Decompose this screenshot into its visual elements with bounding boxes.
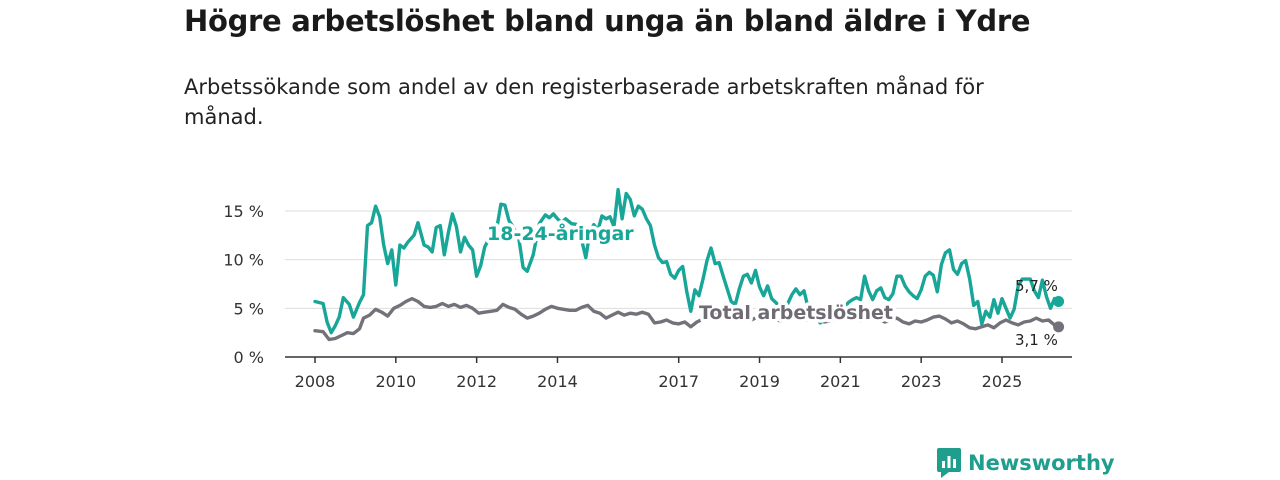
series-label-youth-halo: 18-24-åringar: [487, 221, 634, 245]
endpoint-marker-total: [1053, 321, 1065, 333]
chart-subtitle: Arbetssökande som andel av den registerb…: [184, 75, 984, 129]
x-tick-label: 2010: [375, 372, 416, 391]
y-tick-label: 0 %: [234, 348, 264, 367]
line-chart: 0 % 5 % 10 % 15 % 2008 2010 2012 2014 2017 2019 20…: [223, 187, 1072, 391]
y-tick-label: 15 %: [223, 202, 264, 221]
bar-chart-speech-bubble-icon: [937, 448, 961, 478]
x-tick-label: 2019: [739, 372, 780, 391]
x-tick-label: 2012: [456, 372, 497, 391]
series-label-youth: 18-24-åringar: [487, 221, 634, 245]
end-value-youth: 5,7 %: [1015, 277, 1058, 295]
x-tick-label: 2014: [537, 372, 578, 391]
series-line-youth: [313, 187, 1061, 335]
series-label-total: Total arbetslöshet: [699, 302, 893, 324]
brand-name: Newsworthy: [968, 451, 1115, 475]
chart-title: Högre arbetslöshet bland unga än bland ä…: [184, 4, 1031, 38]
y-tick-label: 5 %: [234, 299, 264, 318]
series-label-total-halo: Total arbetslöshet: [699, 302, 893, 324]
y-tick-label: 10 %: [223, 251, 264, 270]
newsworthy-logo[interactable]: Newsworthy: [937, 446, 1115, 480]
x-tick-label: 2017: [658, 372, 699, 391]
x-tick-label: 2023: [901, 372, 942, 391]
x-tick-label: 2021: [820, 372, 861, 391]
series-line-total: [313, 296, 1061, 342]
endpoint-marker-youth: [1053, 296, 1065, 308]
x-tick-label: 2025: [982, 372, 1023, 391]
x-tick-label: 2008: [295, 372, 336, 391]
end-value-total: 3,1 %: [1015, 331, 1058, 349]
